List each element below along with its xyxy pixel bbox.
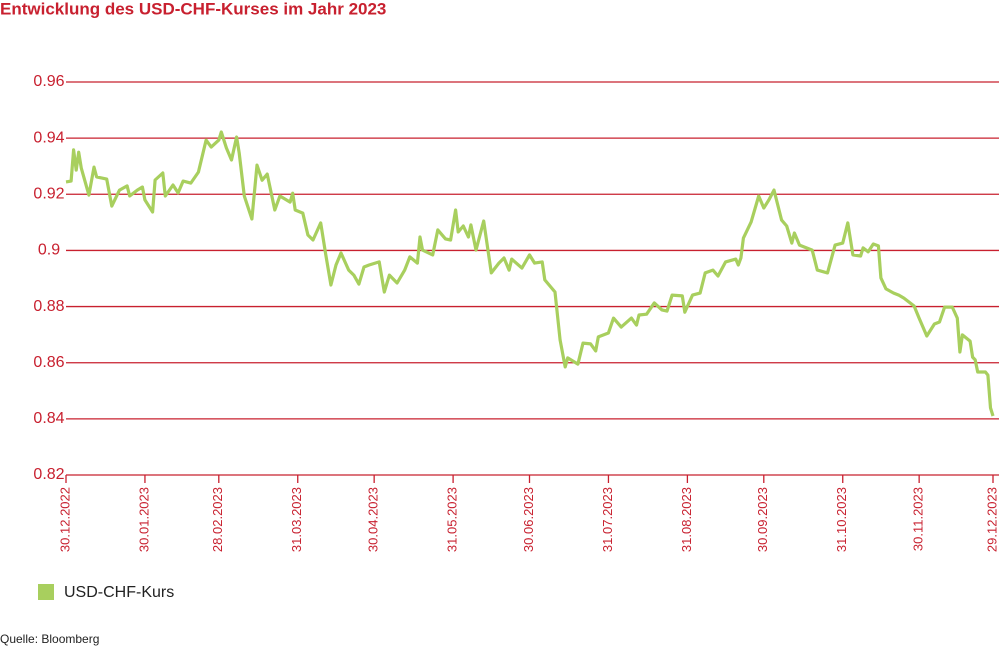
x-tick-label: 31.10.2023	[834, 487, 849, 552]
chart-title: Entwicklung des USD-CHF-Kurses im Jahr 2…	[0, 0, 386, 18]
x-tick-label: 30.06.2023	[521, 487, 536, 552]
x-tick-label: 30.01.2023	[136, 487, 151, 552]
x-tick-label: 30.04.2023	[366, 487, 381, 552]
x-tick-label: 29.12.2023	[984, 487, 999, 552]
y-tick-label: 0.92	[33, 186, 64, 203]
y-tick-label: 0.86	[33, 354, 64, 371]
legend-swatch	[38, 584, 54, 600]
legend-label: USD-CHF-Kurs	[64, 584, 174, 601]
y-tick-label: 0.84	[33, 410, 64, 427]
y-tick-label: 0.96	[33, 73, 64, 90]
x-tick-label: 31.07.2023	[600, 487, 615, 552]
data-line	[65, 130, 995, 417]
x-tick-label: 31.08.2023	[679, 487, 694, 552]
y-tick-label: 0.9	[38, 242, 60, 259]
x-tick-label: 31.05.2023	[445, 487, 460, 552]
x-tick-label: 28.02.2023	[210, 487, 225, 552]
y-tick-label: 0.94	[33, 129, 64, 146]
x-tick-label: 30.11.2023	[911, 487, 926, 551]
x-tick-label: 30.09.2023	[755, 487, 770, 552]
x-tick-label: 31.03.2023	[289, 487, 304, 552]
y-tick-label: 0.88	[33, 298, 64, 315]
x-tick-label: 30.12.2022	[57, 487, 72, 552]
source-note: Quelle: Bloomberg	[0, 632, 99, 646]
y-tick-label: 0.82	[33, 466, 64, 483]
